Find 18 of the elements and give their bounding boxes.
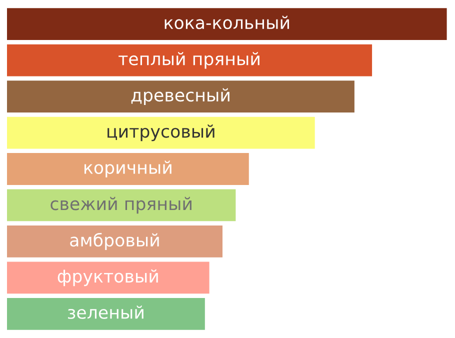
y-tick-label: цитрусовый [108, 124, 214, 142]
bar [7, 226, 222, 258]
bar [7, 262, 210, 294]
y-tick-label: древесный [131, 88, 230, 105]
y-tick-label: фруктовый [58, 269, 158, 286]
bar [7, 80, 354, 112]
y-tick-label: теплый пряный [118, 52, 260, 69]
y-tick-label: кока-кольный [164, 16, 289, 30]
bar [7, 116, 315, 149]
bar [7, 8, 447, 40]
bar [7, 298, 205, 330]
bar [7, 189, 236, 222]
y-tick-label: коричный [84, 160, 172, 178]
y-tick-label: амбровый [70, 232, 159, 250]
bar [7, 44, 372, 76]
y-tick-label: зеленый [68, 306, 144, 319]
bar [7, 153, 249, 185]
y-tick-label: свежий пряный [50, 196, 192, 214]
